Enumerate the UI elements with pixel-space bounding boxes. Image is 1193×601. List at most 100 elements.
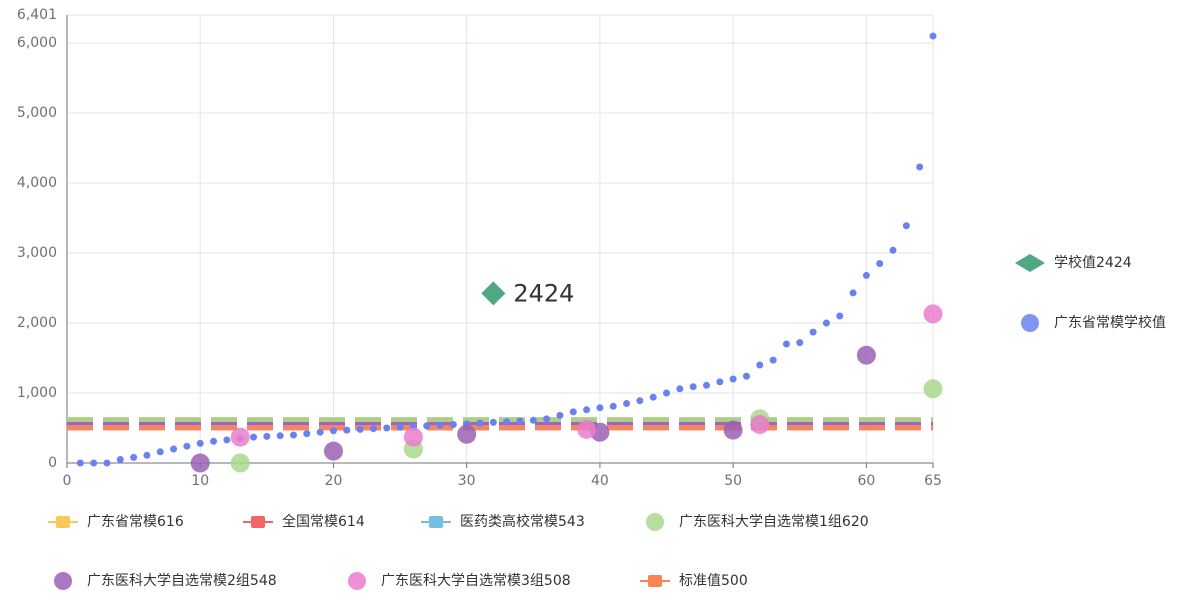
point bbox=[916, 163, 924, 171]
legend-label: 广东医科大学自选常模3组508 bbox=[381, 573, 571, 589]
legend-icon bbox=[251, 516, 265, 528]
point bbox=[403, 427, 423, 447]
point bbox=[529, 416, 537, 424]
point bbox=[649, 393, 657, 401]
legend-icon bbox=[1015, 254, 1045, 272]
legend-label: 全国常模614 bbox=[282, 513, 365, 530]
point bbox=[449, 421, 457, 429]
point bbox=[116, 456, 124, 464]
point bbox=[190, 453, 210, 473]
point bbox=[623, 400, 631, 408]
point bbox=[569, 408, 577, 416]
point bbox=[889, 246, 897, 254]
point bbox=[556, 411, 564, 419]
point bbox=[609, 402, 617, 410]
x-tick-label: 30 bbox=[458, 473, 476, 489]
point bbox=[223, 436, 231, 444]
point bbox=[230, 453, 250, 473]
point bbox=[396, 423, 404, 431]
point bbox=[170, 445, 178, 453]
point bbox=[156, 448, 164, 456]
point bbox=[663, 389, 671, 397]
point bbox=[289, 431, 297, 439]
y-tick-label: 2,000 bbox=[17, 315, 57, 331]
data-label: 2424 bbox=[513, 279, 574, 307]
point bbox=[902, 222, 910, 230]
point bbox=[822, 319, 830, 327]
point bbox=[303, 430, 311, 438]
y-tick-label: 1,000 bbox=[17, 385, 57, 401]
point bbox=[369, 425, 377, 433]
point bbox=[876, 260, 884, 268]
point bbox=[723, 420, 743, 440]
point bbox=[849, 289, 857, 297]
point bbox=[596, 404, 604, 412]
diamond-point bbox=[481, 281, 506, 306]
point bbox=[836, 312, 844, 320]
point bbox=[436, 421, 444, 429]
point bbox=[183, 442, 191, 450]
y-tick-label: 0 bbox=[48, 455, 57, 471]
y-tick-label: 6,000 bbox=[17, 35, 57, 51]
legend-label: 广东省常模学校值 bbox=[1054, 314, 1166, 331]
point bbox=[383, 424, 391, 432]
point bbox=[210, 437, 218, 445]
point bbox=[356, 425, 364, 433]
point bbox=[196, 439, 204, 447]
point bbox=[769, 356, 777, 364]
legend-icon bbox=[348, 572, 366, 590]
point bbox=[923, 379, 943, 399]
legend-label: 广东省常模616 bbox=[87, 514, 184, 530]
point bbox=[750, 415, 770, 435]
point bbox=[809, 328, 817, 336]
point bbox=[263, 432, 271, 440]
point bbox=[636, 397, 644, 405]
point bbox=[583, 406, 591, 414]
point bbox=[676, 385, 684, 393]
point bbox=[343, 426, 351, 434]
legend-icon bbox=[429, 516, 443, 528]
legend-icon bbox=[54, 572, 72, 590]
point bbox=[90, 459, 98, 467]
x-tick-label: 60 bbox=[857, 473, 875, 489]
point bbox=[923, 304, 943, 324]
point bbox=[329, 427, 337, 435]
point bbox=[862, 271, 870, 279]
point bbox=[323, 441, 343, 461]
x-tick-label: 50 bbox=[724, 473, 742, 489]
point bbox=[703, 381, 711, 389]
point bbox=[423, 422, 431, 430]
legend-icon bbox=[646, 513, 664, 531]
point bbox=[756, 361, 764, 369]
legend-icon bbox=[56, 516, 70, 528]
legend-label: 医药类高校常模543 bbox=[460, 513, 585, 530]
point bbox=[516, 417, 524, 425]
point bbox=[503, 418, 511, 426]
point bbox=[103, 459, 111, 467]
point bbox=[250, 433, 258, 441]
point bbox=[577, 419, 597, 439]
x-tick-label: 20 bbox=[325, 473, 343, 489]
point bbox=[929, 32, 937, 40]
x-tick-label: 40 bbox=[591, 473, 609, 489]
legend-icon bbox=[1021, 314, 1039, 332]
y-tick-label: 5,000 bbox=[17, 105, 57, 121]
point bbox=[457, 424, 477, 444]
point bbox=[230, 427, 250, 447]
legend-label: 学校值2424 bbox=[1054, 254, 1132, 271]
point bbox=[476, 419, 484, 427]
point bbox=[782, 340, 790, 348]
y-tick-label: 6,401 bbox=[17, 7, 57, 23]
point bbox=[489, 418, 497, 426]
point bbox=[716, 378, 724, 386]
point bbox=[742, 372, 750, 380]
legend-label: 广东医科大学自选常模2组548 bbox=[87, 573, 277, 589]
x-tick-label: 0 bbox=[63, 473, 72, 489]
legend-label: 广东医科大学自选常模1组620 bbox=[679, 514, 869, 530]
point bbox=[729, 375, 737, 383]
point bbox=[76, 459, 84, 467]
point bbox=[689, 383, 697, 391]
x-tick-label: 10 bbox=[191, 473, 209, 489]
point bbox=[143, 451, 151, 459]
